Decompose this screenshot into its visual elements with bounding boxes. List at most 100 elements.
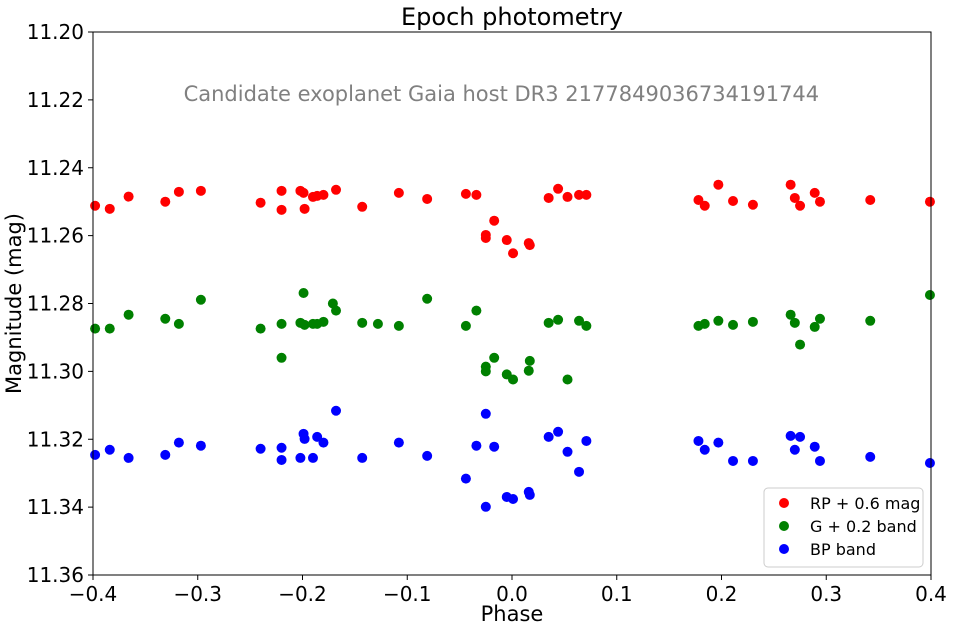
y-tick-label: 11.36 [27, 563, 84, 587]
y-tick-label: 11.20 [27, 20, 84, 44]
legend-box [763, 487, 924, 568]
x-tick-label: 0.3 [810, 582, 842, 606]
data-point [357, 452, 368, 463]
y-axis: 11.20 11.22 11.24 11.26 11.28 11.30 11.32 11.34… [27, 20, 93, 587]
data-point [276, 454, 287, 465]
data-point [160, 449, 171, 460]
legend: RP + 0.6 mag G + 0.2 band BP band [763, 487, 924, 568]
data-point [276, 204, 287, 215]
chart-title: Epoch photometry [401, 3, 623, 31]
data-point [480, 408, 491, 419]
data-point [393, 320, 404, 331]
data-point [553, 183, 564, 194]
data-point [195, 440, 206, 451]
data-point [553, 314, 564, 325]
data-point [508, 374, 519, 385]
data-point [699, 200, 710, 211]
data-point [104, 203, 115, 214]
y-tick-label: 11.28 [27, 292, 84, 316]
data-point [393, 437, 404, 448]
x-tick-label: −0.3 [173, 582, 222, 606]
data-point [814, 196, 825, 207]
data-point [307, 452, 318, 463]
x-tick-label: −0.2 [278, 582, 327, 606]
data-point [295, 452, 306, 463]
data-point [471, 305, 482, 316]
data-point [809, 441, 820, 452]
data-point [809, 187, 820, 198]
data-point [318, 437, 329, 448]
data-point [924, 290, 935, 301]
legend-marker [779, 544, 789, 554]
data-point [543, 317, 554, 328]
data-point [480, 233, 491, 244]
data-point [574, 189, 585, 200]
series [90, 287, 935, 385]
x-tick-label: 0.2 [706, 582, 738, 606]
plot-marks [90, 179, 935, 512]
data-point [255, 443, 266, 454]
y-tick-label: 11.22 [27, 88, 84, 112]
data-point [747, 316, 758, 327]
data-point [357, 317, 368, 328]
data-point [581, 320, 592, 331]
data-point [713, 437, 724, 448]
data-point [331, 184, 342, 195]
data-point [298, 287, 309, 298]
x-tick-label: 0.4 [915, 582, 947, 606]
data-point [104, 444, 115, 455]
data-point [480, 501, 491, 512]
data-point [318, 189, 329, 200]
data-point [581, 189, 592, 200]
data-point [785, 179, 796, 190]
data-point [795, 339, 806, 350]
data-point [501, 235, 512, 246]
data-point [471, 440, 482, 451]
data-point [276, 442, 287, 453]
y-tick-label: 11.32 [27, 427, 84, 451]
data-point [562, 374, 573, 385]
data-point [523, 365, 534, 376]
x-tick-label: 0.1 [601, 582, 633, 606]
data-point [299, 433, 310, 444]
data-point [795, 200, 806, 211]
data-point [460, 320, 471, 331]
data-point [562, 191, 573, 202]
data-point [574, 315, 585, 326]
data-point [562, 446, 573, 457]
data-point [785, 309, 796, 320]
data-point [123, 309, 134, 320]
data-point [574, 466, 585, 477]
data-point [422, 293, 433, 304]
data-point [195, 185, 206, 196]
y-axis-label: Magnitude (mag) [2, 213, 26, 394]
x-axis: −0.4 −0.3 −0.2 −0.1 0.0 0.1 0.2 0.3 0.4 [69, 575, 947, 606]
data-point [123, 452, 134, 463]
data-point [299, 319, 310, 330]
data-point [489, 441, 500, 452]
data-point [123, 191, 134, 202]
series [90, 179, 935, 259]
legend-label: BP band [810, 540, 876, 559]
data-point [276, 318, 287, 329]
data-point [865, 194, 876, 205]
data-point [508, 493, 519, 504]
legend-marker [779, 498, 789, 508]
data-point [553, 426, 564, 437]
data-point [195, 294, 206, 305]
data-point [480, 366, 491, 377]
series [90, 405, 935, 512]
data-point [524, 489, 535, 500]
data-point [422, 450, 433, 461]
data-point [713, 179, 724, 190]
data-point [299, 203, 310, 214]
data-point [90, 323, 101, 334]
y-tick-label: 11.24 [27, 156, 84, 180]
data-point [471, 189, 482, 200]
data-point [331, 405, 342, 416]
data-point [312, 431, 323, 442]
data-point [789, 192, 800, 203]
data-point [460, 473, 471, 484]
legend-label: RP + 0.6 mag [810, 494, 920, 513]
data-point [276, 352, 287, 363]
